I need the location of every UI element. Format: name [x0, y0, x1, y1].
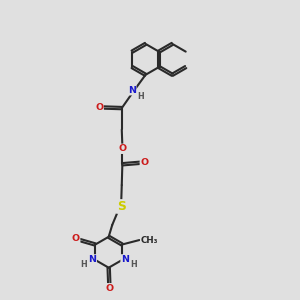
Text: N: N — [128, 86, 136, 95]
Text: O: O — [105, 284, 113, 293]
Text: O: O — [95, 103, 103, 112]
Text: N: N — [88, 255, 96, 264]
Text: O: O — [140, 158, 148, 167]
Text: N: N — [121, 255, 129, 264]
Text: O: O — [72, 234, 80, 243]
Text: O: O — [118, 144, 126, 153]
Text: CH₃: CH₃ — [140, 236, 158, 244]
Text: H: H — [137, 92, 144, 101]
Text: H: H — [81, 260, 87, 269]
Text: S: S — [117, 200, 125, 213]
Text: H: H — [130, 260, 137, 269]
